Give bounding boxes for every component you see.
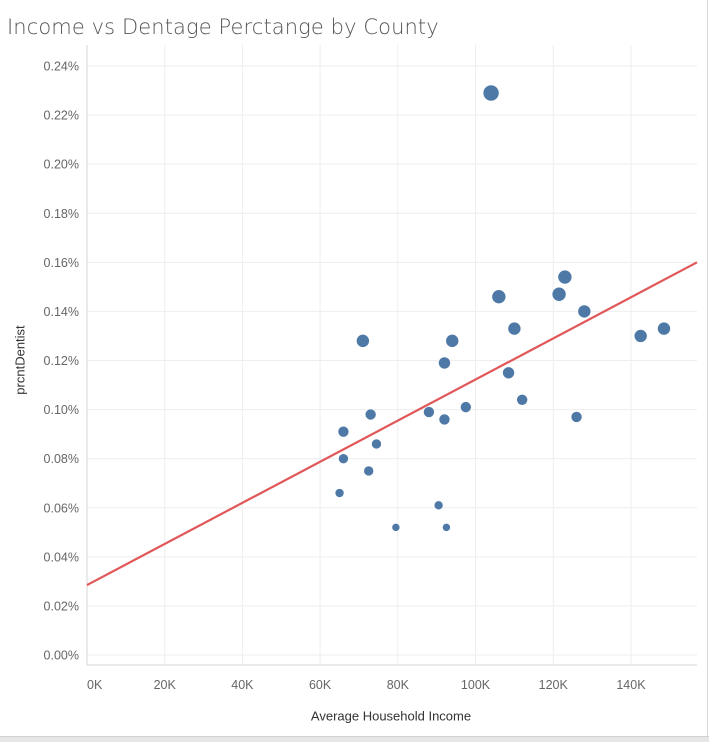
data-point: [516, 393, 528, 406]
trend-line: [86, 261, 698, 587]
x-tick-label: 140K: [616, 678, 646, 692]
data-point: [391, 523, 401, 532]
data-point: [577, 304, 592, 319]
x-axis-label: Average Household Income: [310, 708, 472, 724]
data-point: [570, 411, 583, 423]
data-point: [337, 425, 350, 438]
data-point: [438, 413, 451, 426]
data-point: [551, 286, 567, 302]
data-point: [557, 269, 573, 285]
y-tick-label: 0.08%: [44, 452, 79, 466]
y-tick-label: 0.16%: [44, 256, 79, 270]
data-point: [502, 366, 515, 380]
data-point: [371, 438, 382, 450]
chart-title: Income vs Dentage Perctange by County: [7, 15, 439, 39]
data-point: [356, 334, 370, 348]
y-tick-label: 0.02%: [44, 599, 79, 613]
y-tick-label: 0.20%: [44, 158, 79, 172]
horizontal-scrollbar[interactable]: [0, 736, 709, 742]
data-point: [442, 523, 451, 532]
data-point: [423, 406, 435, 418]
y-tick-label: 0.22%: [44, 109, 79, 123]
x-tick-label: 20K: [154, 678, 177, 692]
data-point: [657, 321, 671, 336]
data-point: [433, 500, 444, 511]
data-point: [491, 289, 507, 304]
data-point: [338, 453, 349, 464]
panel-border: [707, 0, 708, 736]
data-point: [460, 401, 472, 413]
x-tick-label: 0K: [87, 678, 103, 692]
y-tick-label: 0.06%: [44, 501, 79, 515]
y-tick-label: 0.12%: [44, 354, 79, 368]
data-point: [334, 488, 345, 498]
y-axis-label: prcntDentist: [12, 325, 28, 395]
data-point: [364, 408, 377, 421]
y-tick-label: 0.00%: [44, 649, 79, 663]
y-tick-label: 0.10%: [44, 403, 79, 417]
data-point: [482, 84, 500, 102]
data-point: [507, 321, 522, 336]
y-tick-label: 0.24%: [44, 60, 79, 74]
x-tick-label: 100K: [461, 678, 491, 692]
data-point: [438, 356, 451, 370]
y-tick-label: 0.18%: [44, 207, 79, 221]
data-point: [633, 329, 648, 343]
x-tick-label: 80K: [387, 678, 410, 692]
y-tick-label: 0.04%: [44, 550, 79, 564]
data-point: [363, 465, 374, 477]
y-tick-label: 0.14%: [44, 305, 79, 319]
data-point: [445, 334, 460, 348]
x-tick-label: 40K: [231, 678, 254, 692]
x-tick-label: 60K: [309, 678, 332, 692]
x-tick-label: 120K: [539, 678, 569, 692]
